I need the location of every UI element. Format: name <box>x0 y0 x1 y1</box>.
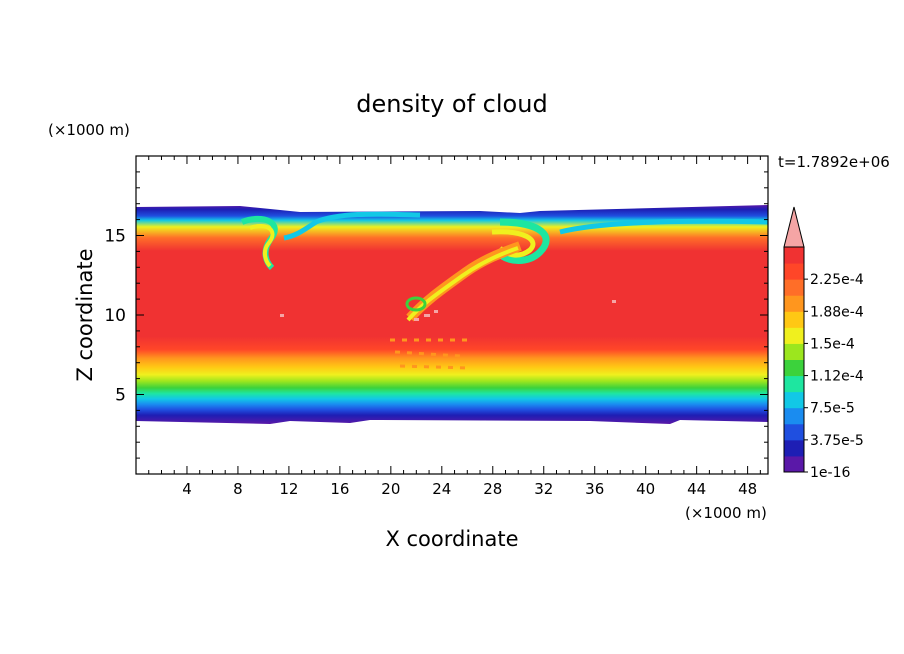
colorbar-band <box>784 375 804 393</box>
chart-title: density of cloud <box>356 90 547 118</box>
y-tick-label: 15 <box>104 227 126 247</box>
x-tick-label: 36 <box>585 480 604 498</box>
top-edge-right <box>559 218 768 235</box>
colorbar-band <box>784 407 804 425</box>
y-tick-label: 5 <box>115 386 126 406</box>
x-tick-label: 12 <box>279 480 298 498</box>
colorbar-label: 2.25e-4 <box>810 272 864 288</box>
colorbar-band <box>784 295 804 312</box>
colorbar-label: 3.75e-5 <box>810 433 864 449</box>
colorbar-labels: 1e-16 3.75e-5 7.5e-5 1.12e-4 1.5e-4 1.88e-4 2.… <box>804 272 864 481</box>
x-tick-label: 28 <box>483 480 502 498</box>
colorbar-band <box>784 263 804 280</box>
colorbar-band <box>784 279 804 296</box>
x-tick-label: 44 <box>687 480 706 498</box>
colorbar-label: 1.12e-4 <box>810 369 864 385</box>
x-tick-label: 8 <box>233 480 243 498</box>
lower-turbulence <box>390 338 471 370</box>
x-tick-label: 48 <box>738 480 757 498</box>
colorbar-band <box>784 439 804 457</box>
colorbar-frame <box>783 246 805 473</box>
colorbar-band <box>784 327 804 344</box>
colorbar-label: 7.5e-5 <box>810 401 855 417</box>
top-eddy-left-inner <box>249 224 275 268</box>
colorbar-label: 1.5e-4 <box>810 336 855 352</box>
colorbar <box>783 206 805 473</box>
x-tick-label: 4 <box>182 480 192 498</box>
time-label: t=1.7892e+06 <box>778 153 890 171</box>
top-trough <box>283 211 421 241</box>
x-tick-label: 32 <box>534 480 553 498</box>
cloud-layer <box>136 205 768 424</box>
y-axis-unit: (×1000 m) <box>48 121 130 139</box>
x-tick-label: 40 <box>636 480 655 498</box>
cloud-density-field <box>136 205 768 424</box>
top-eddy-right <box>497 218 550 264</box>
colorbar-band <box>784 423 804 441</box>
x-tick-label: 24 <box>432 480 451 498</box>
colorbar-band <box>784 455 804 473</box>
colorbar-extend-triangle <box>783 206 805 248</box>
colorbar-band <box>784 311 804 328</box>
x-tick-label: 20 <box>381 480 400 498</box>
colorbar-label: 1e-16 <box>810 465 850 481</box>
plume-core <box>406 246 519 322</box>
x-tick-label: 16 <box>330 480 349 498</box>
x-axis-label: X coordinate <box>385 527 518 551</box>
plume-eddy <box>405 296 427 312</box>
colorbar-band <box>784 359 804 377</box>
colorbar-band <box>784 343 804 360</box>
colorbar-label: 1.88e-4 <box>810 304 864 320</box>
colorbar-band <box>784 391 804 409</box>
colorbar-band <box>784 247 804 264</box>
y-axis-label: Z coordinate <box>73 248 97 381</box>
x-axis-unit: (×1000 m) <box>685 504 767 522</box>
plume-speckles <box>280 300 616 321</box>
y-tick-label: 10 <box>104 306 126 326</box>
